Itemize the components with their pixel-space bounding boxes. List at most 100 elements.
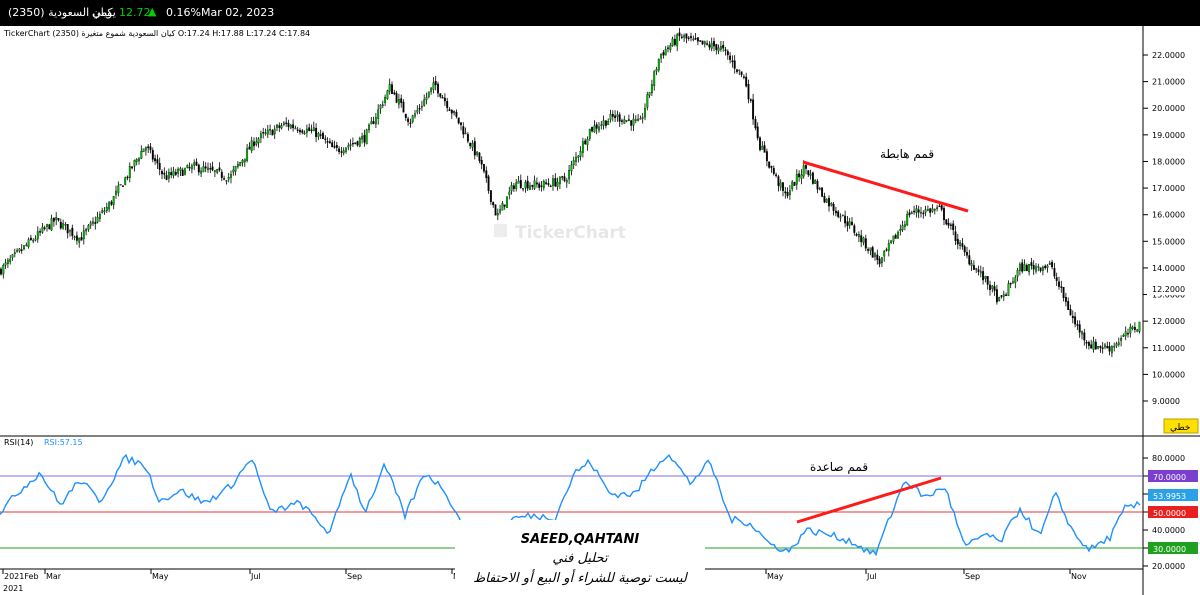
candle-body <box>409 122 412 124</box>
candle-body <box>975 268 978 270</box>
candle-body <box>512 185 515 190</box>
line-button[interactable]: خطي <box>1163 418 1199 434</box>
candle-body <box>25 244 28 247</box>
candle-body <box>71 227 74 236</box>
candle-body <box>36 231 39 240</box>
candle-body <box>729 55 732 60</box>
candles-group <box>0 27 1141 358</box>
candle-body <box>653 71 656 87</box>
candle-body <box>832 204 835 211</box>
candle-body <box>545 182 548 184</box>
candle-body <box>1055 277 1058 281</box>
candle-body <box>913 210 916 213</box>
candle-body <box>952 223 955 231</box>
candle-body <box>489 190 492 202</box>
candle-body <box>1074 316 1077 325</box>
candle-body <box>480 160 483 165</box>
rsi-axis-tick-label: 80.0000 <box>1152 454 1185 463</box>
candle-body <box>308 127 311 131</box>
chart-area[interactable]: TickerChart كيان السعودية شموع متغيرة (2… <box>0 26 1200 595</box>
candle-body <box>345 147 347 152</box>
price-axis-tick-label: 17.0000 <box>1152 184 1185 193</box>
main-panel-header: TickerChart كيان السعودية شموع متغيرة (2… <box>3 29 310 38</box>
candle-body <box>262 132 265 134</box>
candle-body <box>1110 346 1113 354</box>
candle-body <box>128 166 131 179</box>
candle-body <box>959 242 962 246</box>
rsi-30-label: 30.0000 <box>1153 545 1186 554</box>
candle-body <box>13 252 16 255</box>
last-price-box <box>1147 282 1195 295</box>
candle-body <box>377 109 380 119</box>
candle-body <box>397 99 400 105</box>
candle-body <box>363 134 366 143</box>
candle-body <box>1041 266 1044 271</box>
candle-body <box>177 168 180 174</box>
candle-body <box>828 198 830 207</box>
rsi-axis-tick-label: 40.0000 <box>1152 526 1185 535</box>
candle-body <box>62 223 65 229</box>
candle-body <box>464 132 467 135</box>
candle-body <box>439 93 442 97</box>
candle-body <box>515 182 518 189</box>
candle-body <box>1025 264 1028 272</box>
candle-body <box>1035 266 1037 272</box>
candle-body <box>457 117 460 124</box>
candle-body <box>179 168 182 171</box>
candle-body <box>213 170 216 172</box>
candle-body <box>112 196 115 205</box>
candle-body <box>427 91 430 97</box>
candle-body <box>749 99 752 101</box>
symbol-label[interactable]: (2350) كيان السعودية <box>8 6 113 19</box>
candle-body <box>1032 265 1035 270</box>
candle-body <box>655 69 658 72</box>
line-button-bg[interactable] <box>1163 418 1199 434</box>
candle-body <box>924 209 927 213</box>
rsi-line <box>0 453 1141 570</box>
candle-body <box>43 227 46 229</box>
candle-body <box>846 221 849 227</box>
rsi-axis-tick-label: 20.0000 <box>1152 562 1185 571</box>
candle-body <box>303 132 306 135</box>
candle-body <box>660 53 663 59</box>
price-axis-tick-label: 9.0000 <box>1152 397 1180 406</box>
price-axis-tick-label: 18.0000 <box>1152 157 1185 166</box>
period-label[interactable]: يومي <box>92 6 116 19</box>
candle-body <box>98 214 101 219</box>
candle-body <box>271 130 274 136</box>
author-line3: ليست توصية للشراء أو البيع أو الاحتفاظ <box>473 569 689 586</box>
candle-body <box>604 120 607 126</box>
candle-body <box>124 177 127 185</box>
candle-body <box>46 224 48 227</box>
candle-body <box>853 225 856 233</box>
candle-body <box>961 243 964 247</box>
candle-body <box>910 212 913 214</box>
candle-body <box>740 71 743 75</box>
candle-body <box>27 239 30 247</box>
candle-body <box>1106 345 1109 349</box>
candle-body <box>1014 277 1017 284</box>
candle-body <box>453 111 456 114</box>
candle-body <box>32 240 35 242</box>
candle-body <box>220 171 223 178</box>
candle-body <box>701 40 704 45</box>
candle-body <box>200 170 203 174</box>
candle-body <box>731 60 734 63</box>
candle-body <box>354 142 357 144</box>
candle-body <box>57 218 60 221</box>
candle-body <box>936 207 939 209</box>
candle-body <box>209 168 212 170</box>
candle-body <box>250 140 253 151</box>
candle-body <box>648 92 651 96</box>
candle-body <box>719 46 722 50</box>
candle-body <box>779 182 782 188</box>
candle-body <box>188 167 191 169</box>
candle-body <box>1000 295 1003 297</box>
candle-body <box>432 82 435 90</box>
candle-body <box>667 47 669 49</box>
candle-body <box>292 124 295 129</box>
candle-body <box>568 170 571 180</box>
candle-body <box>777 176 780 186</box>
line-button-label[interactable]: خطي <box>1170 423 1190 433</box>
candle-body <box>1076 324 1079 326</box>
